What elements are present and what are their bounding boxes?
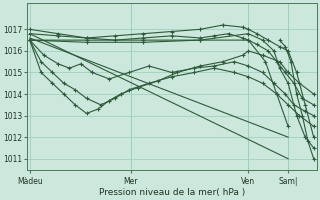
X-axis label: Pression niveau de la mer( hPa ): Pression niveau de la mer( hPa ): [99, 188, 245, 197]
